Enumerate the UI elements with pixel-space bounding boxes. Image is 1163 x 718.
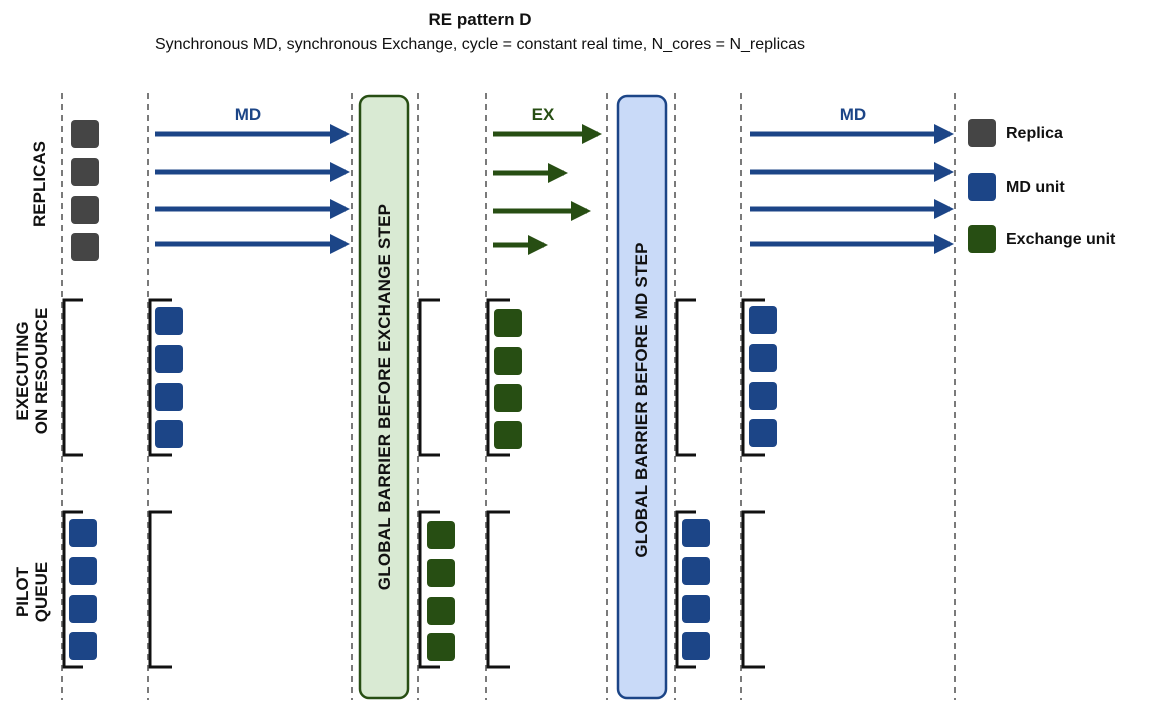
bracket <box>486 510 510 669</box>
row-label-executing-line2: ON RESOURCE <box>32 308 51 435</box>
phase-label-ex: EX <box>532 105 555 124</box>
legend-label-md-unit: MD unit <box>1006 179 1065 196</box>
md-unit <box>682 557 710 585</box>
md-unit <box>155 420 183 448</box>
row-label-queue-line1: PILOT <box>13 566 32 617</box>
replica-square <box>71 233 99 261</box>
md-unit <box>749 382 777 410</box>
exchange-unit <box>427 521 455 549</box>
barrier-md-label: GLOBAL BARRIER BEFORE MD STEP <box>632 242 651 557</box>
exchange-unit <box>494 347 522 375</box>
bracket <box>675 510 696 669</box>
replica-square <box>71 158 99 186</box>
executing-exchange-units <box>494 309 522 449</box>
bracket <box>62 510 83 669</box>
md-unit <box>749 419 777 447</box>
queue-md-units-1 <box>69 519 97 660</box>
legend-swatch-exchange-unit <box>968 225 996 253</box>
exchange-unit <box>494 384 522 412</box>
row-label-queue-line2: QUEUE <box>32 562 51 622</box>
legend-swatch-md-unit <box>968 173 996 201</box>
bracket <box>148 298 172 457</box>
legend-label-exchange-unit: Exchange unit <box>1006 231 1116 248</box>
bracket <box>486 298 510 457</box>
exchange-unit <box>427 597 455 625</box>
queue-md-units-2 <box>682 519 710 660</box>
barrier-exchange <box>358 94 410 700</box>
row-label-replicas: REPLICAS <box>30 141 49 227</box>
replica-square <box>71 196 99 224</box>
md-unit <box>155 383 183 411</box>
bracket <box>418 298 440 457</box>
md-unit <box>69 519 97 547</box>
md-unit <box>749 344 777 372</box>
phase-label-md-1: MD <box>235 105 261 124</box>
md-unit <box>155 307 183 335</box>
bracket <box>62 298 83 457</box>
exchange-unit <box>494 421 522 449</box>
md-unit <box>682 595 710 623</box>
brackets-executing <box>62 298 765 457</box>
md-unit <box>682 632 710 660</box>
md-unit <box>682 519 710 547</box>
legend-label-replica: Replica <box>1006 125 1063 142</box>
executing-md-units-1 <box>155 307 183 448</box>
replica-square <box>71 120 99 148</box>
row-label-executing-line1: EXECUTING <box>13 321 32 420</box>
bracket <box>418 510 440 669</box>
md-unit <box>69 557 97 585</box>
md-unit <box>69 595 97 623</box>
md-arrows-1 <box>155 124 350 254</box>
queue-exchange-units <box>427 521 455 661</box>
bracket <box>741 510 765 669</box>
column-dividers <box>61 93 956 700</box>
ex-arrows <box>493 124 602 255</box>
bracket <box>741 298 765 457</box>
exchange-unit <box>494 309 522 337</box>
diagram-subtitle: Synchronous MD, synchronous Exchange, cy… <box>154 36 806 53</box>
phase-label-md-2: MD <box>840 105 866 124</box>
bracket <box>148 510 172 669</box>
md-unit <box>155 345 183 373</box>
legend-swatch-replica <box>968 119 996 147</box>
md-unit <box>69 632 97 660</box>
barrier-exchange-label: GLOBAL BARRIER BEFORE EXCHANGE STEP <box>375 204 394 590</box>
brackets-queue <box>62 510 765 669</box>
md-arrows-2 <box>750 124 954 254</box>
bracket <box>675 298 696 457</box>
diagram-title: RE pattern D <box>428 10 532 29</box>
exchange-unit <box>427 633 455 661</box>
exchange-unit <box>427 559 455 587</box>
barrier-md <box>616 94 668 700</box>
legend: Replica MD unit Exchange unit <box>968 119 1116 253</box>
executing-md-units-2 <box>749 306 777 447</box>
md-unit <box>749 306 777 334</box>
replica-group <box>71 120 99 261</box>
